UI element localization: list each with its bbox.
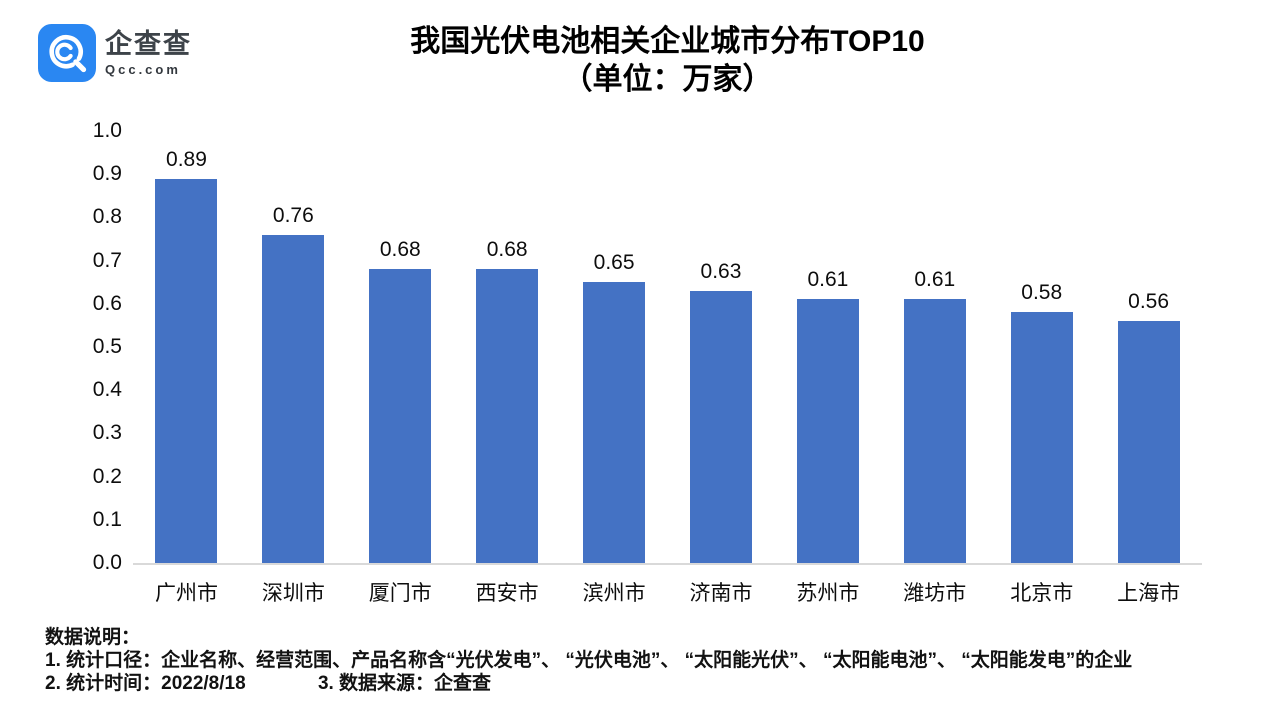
bar: 0.65	[583, 251, 646, 563]
y-tick-label: 0.9	[92, 162, 122, 186]
footnote-time: 2. 统计时间：2022/8/18	[45, 673, 246, 694]
y-tick-label: 0.0	[92, 551, 122, 574]
bar-slot: 0.61	[774, 268, 881, 563]
bar: 0.89	[155, 148, 218, 563]
bar-slot: 0.63	[668, 260, 775, 563]
x-category-label: 深圳市	[261, 582, 325, 605]
y-tick-label: 0.8	[92, 205, 122, 229]
bar-value-label: 0.68	[486, 238, 528, 262]
bar-slot: 0.58	[988, 281, 1095, 563]
bar-slot: 0.56	[1095, 290, 1202, 563]
chart-title: 我国光伏电池相关企业城市分布TOP10 （单位：万家）	[133, 23, 1202, 99]
x-category-label: 西安市	[475, 582, 539, 605]
qcc-logo: 企查查 Qcc.com	[38, 24, 192, 82]
y-axis-tick-labels: 1.0 0.9 0.8 0.7 0.6 0.5 0.4 0.3 0.2 0.1 0.0	[52, 119, 122, 574]
x-category-label: 济南市	[689, 582, 753, 605]
x-category-label: 滨州市	[582, 582, 646, 605]
bar-value-label: 0.63	[700, 259, 742, 283]
y-tick-label: 0.1	[92, 507, 122, 531]
bar: 0.61	[796, 268, 859, 563]
chart-title-line2: （单位：万家）	[562, 63, 773, 96]
bar: 0.68	[369, 238, 432, 563]
bar: 0.76	[262, 204, 325, 563]
bar: 0.68	[476, 238, 539, 563]
y-tick-label: 0.4	[92, 378, 122, 402]
bar-value-label: 0.89	[166, 147, 207, 171]
qcc-logo-text: 企查查 Qcc.com	[105, 29, 192, 77]
bar-slot: 0.76	[240, 204, 347, 563]
chart-title-line1: 我国光伏电池相关企业城市分布TOP10	[410, 25, 925, 58]
bar: 0.56	[1117, 290, 1180, 563]
bar-value-label: 0.65	[593, 251, 635, 275]
bar-slot: 0.65	[561, 251, 668, 563]
qcc-logo-icon	[38, 24, 96, 82]
y-tick-label: 1.0	[92, 119, 122, 142]
x-category-label: 苏州市	[796, 582, 860, 605]
x-category-label: 厦门市	[368, 582, 432, 605]
x-category-label: 北京市	[1010, 582, 1074, 605]
bar-slot: 0.68	[454, 238, 561, 563]
bar: 0.61	[903, 268, 966, 563]
y-tick-label: 0.5	[92, 335, 122, 358]
logo-domain: Qcc.com	[105, 62, 181, 77]
footnote-row: 2. 统计时间：2022/8/18 3. 数据来源：企查查	[45, 672, 1132, 695]
bar-value-label: 0.61	[914, 268, 956, 292]
bar-slot: 0.61	[881, 268, 988, 563]
logo-name: 企查查	[105, 29, 192, 59]
bar-slot: 0.89	[133, 148, 240, 563]
footnote-scope: 1. 统计口径：企业名称、经营范围、产品名称含“光伏发电”、 “光伏电池”、 “…	[45, 650, 1133, 671]
x-category-label: 上海市	[1117, 582, 1181, 605]
bar: 0.58	[1010, 281, 1073, 563]
x-category-label: 潍坊市	[903, 582, 967, 605]
bar: 0.63	[689, 260, 752, 563]
y-tick-label: 0.7	[92, 248, 122, 272]
footnotes: 数据说明： 1. 统计口径：企业名称、经营范围、产品名称含“光伏发电”、 “光伏…	[45, 626, 1132, 695]
bar-value-label: 0.68	[379, 238, 421, 262]
bar-value-label: 0.61	[807, 268, 849, 292]
bar-slot: 0.68	[347, 238, 454, 563]
bar-value-label: 0.58	[1021, 281, 1063, 305]
footnote-source: 3. 数据来源：企查查	[317, 673, 492, 694]
y-tick-label: 0.3	[92, 421, 122, 445]
bar-value-label: 0.76	[272, 203, 314, 227]
y-tick-label: 0.6	[92, 291, 122, 315]
plot-area: 0.89 0.76 0.68 0.68 0.65 0.63 0.61 0.61 0.58 0.56	[133, 131, 1202, 565]
footnote-heading: 数据说明：	[45, 627, 141, 648]
x-axis-category-labels: 广州市 深圳市 厦门市 西安市 滨州市 济南市 苏州市 潍坊市 北京市 上海市	[133, 577, 1202, 607]
y-tick-label: 0.2	[92, 464, 122, 488]
x-category-label: 广州市	[154, 582, 218, 605]
bar-value-label: 0.56	[1128, 290, 1170, 314]
